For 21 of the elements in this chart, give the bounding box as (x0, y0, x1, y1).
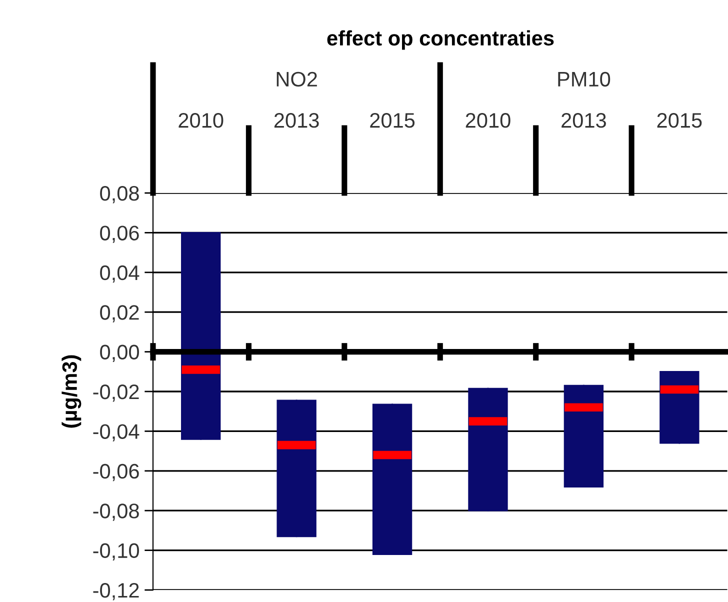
y-tick-label: -0,08 (93, 504, 139, 521)
y-tick-label: 0,02 (100, 305, 139, 322)
y-tick-label: -0,12 (93, 583, 139, 600)
x-tick-label: 2015 (657, 113, 702, 128)
chart-title: effect op concentraties (327, 30, 554, 50)
y-tick-label: 0,08 (100, 186, 139, 204)
y-tick-label: -0,10 (93, 543, 139, 561)
x-tick-label: 2013 (562, 113, 606, 128)
y-tick-label: -0,04 (93, 424, 140, 442)
x-tick-label: 2010 (178, 113, 224, 128)
x-tick-label: 2015 (370, 113, 415, 128)
x-tick-label: 2010 (466, 113, 510, 128)
y-axis-title: (µg/m3) (62, 355, 82, 428)
y-tick-label: -0,06 (93, 464, 139, 482)
x-tick-label: 2013 (274, 113, 319, 128)
y-tick-label: 0,06 (100, 226, 139, 243)
text: PM10 (558, 72, 610, 87)
text: NO2 (276, 72, 317, 87)
y-tick-label: 0,00 (100, 344, 139, 362)
y-tick-label: 0,04 (100, 265, 140, 283)
y-tick-label: -0,02 (93, 384, 139, 402)
